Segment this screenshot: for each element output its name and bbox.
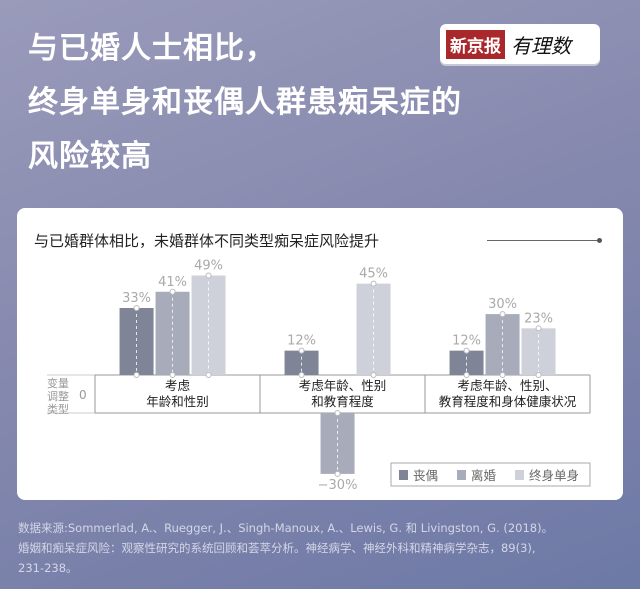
data-label: −30%: [318, 478, 358, 493]
axis-label: 变量: [47, 376, 69, 390]
source-line: 婚姻和痴呆症风险：观察性研究的系统回顾和荟萃分析。神经病学、神经外科和精神病学杂…: [18, 541, 536, 555]
bar-marker: [334, 470, 341, 477]
bar-marker: [370, 280, 377, 287]
legend-box: [390, 462, 591, 487]
data-label: 49%: [194, 259, 223, 274]
title-rule-dot: [597, 238, 602, 243]
source-line: 数据来源:Sommerlad, A.、Ruegger, J.、Singh-Man…: [18, 521, 554, 535]
bar-marker: [205, 372, 212, 378]
bar-marker: [463, 372, 470, 378]
legend-label: 离婚: [471, 468, 497, 483]
legend-swatch: [457, 470, 466, 480]
data-label: 12%: [287, 334, 316, 349]
bar-marker: [499, 372, 506, 378]
legend-label: 终身单身: [529, 468, 579, 483]
bar-marker: [205, 272, 212, 279]
bar-marker: [499, 311, 506, 318]
data-label: 12%: [452, 334, 481, 349]
bar-marker: [298, 347, 305, 354]
logo-column: 有理数: [511, 33, 571, 58]
logo-brand: 新京报: [446, 29, 505, 59]
bar-marker: [535, 372, 542, 378]
data-label: 30%: [488, 297, 517, 312]
bar-marker: [334, 410, 341, 416]
category-label: 和教育程度: [311, 394, 374, 409]
category-label: 年龄和性别: [146, 394, 209, 409]
title-line: 与已婚人士相比，: [28, 31, 276, 66]
category-label: 考虑年龄、性别: [299, 378, 387, 393]
brand-logo: 新京报 有理数: [440, 24, 600, 64]
title-line: 终身单身和丧偶人群患痴呆症的: [28, 85, 462, 120]
data-label: 45%: [359, 267, 388, 282]
bar-marker: [370, 372, 377, 378]
bar-marker: [133, 305, 140, 312]
axis-label: 调整: [47, 389, 69, 403]
bar-marker: [298, 372, 305, 378]
bar-marker: [463, 347, 470, 354]
category-label: 考虑年龄、性别、: [457, 378, 557, 393]
source-line: 231-238。: [18, 561, 78, 575]
title-line: 风险较高: [28, 139, 152, 174]
title-rule: [487, 240, 599, 241]
chart-title: 与已婚群体相比，未婚群体不同类型痴呆症风险提升: [34, 232, 380, 250]
bar-marker: [133, 372, 140, 378]
data-label: 33%: [122, 291, 151, 306]
chart-card: 与已婚群体相比，未婚群体不同类型痴呆症风险提升 变量 调整 类型 0 考虑 年龄和性别 考虑…: [17, 208, 623, 500]
legend-swatch: [399, 470, 408, 480]
bar-marker: [169, 288, 176, 295]
data-label: 23%: [524, 311, 553, 326]
category-label: 考虑: [165, 378, 191, 393]
axis-label: 类型: [47, 402, 69, 416]
data-label: 41%: [158, 275, 187, 290]
bar-终身单身: [356, 283, 391, 375]
bar-marker: [169, 372, 176, 378]
zero-label: 0: [79, 388, 87, 402]
source-note: 数据来源:Sommerlad, A.、Ruegger, J.、Singh-Man…: [18, 518, 553, 578]
legend-label: 丧偶: [413, 468, 438, 483]
bar-marker: [535, 325, 542, 332]
category-label: 教育程度和身体健康状况: [439, 394, 577, 409]
page-title: 与已婚人士相比， 终身单身和丧偶人群患痴呆症的 风险较高: [28, 22, 462, 184]
legend-swatch: [515, 470, 524, 480]
